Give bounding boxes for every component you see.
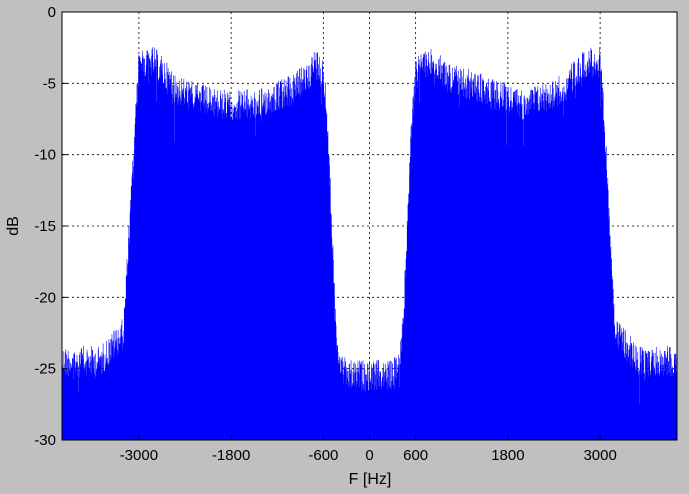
y-tick-label-1: -5 [43,75,56,92]
x-tick-label-0: -3000 [120,447,158,464]
x-tick-label-3: 0 [365,447,373,464]
x-tick-label-4: 600 [403,447,428,464]
x-tick-label-6: 3000 [583,447,616,464]
y-tick-label-6: -30 [34,432,56,449]
x-axis-label: F [Hz] [349,471,392,488]
x-tick-label-2: -600 [308,447,338,464]
y-tick-label-0: 0 [48,4,56,21]
y-axis-label: dB [5,216,22,236]
y-tick-label-5: -25 [34,361,56,378]
y-tick-label-4: -20 [34,289,56,306]
y-tick-label-2: -10 [34,147,56,164]
y-tick-label-3: -15 [34,218,56,235]
x-tick-label-1: -1800 [212,447,250,464]
x-tick-label-5: 1800 [491,447,524,464]
x-ticks: -3000 -1800 -600 0 600 1800 3000 [120,435,617,464]
y-ticks: 0 -5 -10 -15 -20 -25 -30 [34,4,67,449]
